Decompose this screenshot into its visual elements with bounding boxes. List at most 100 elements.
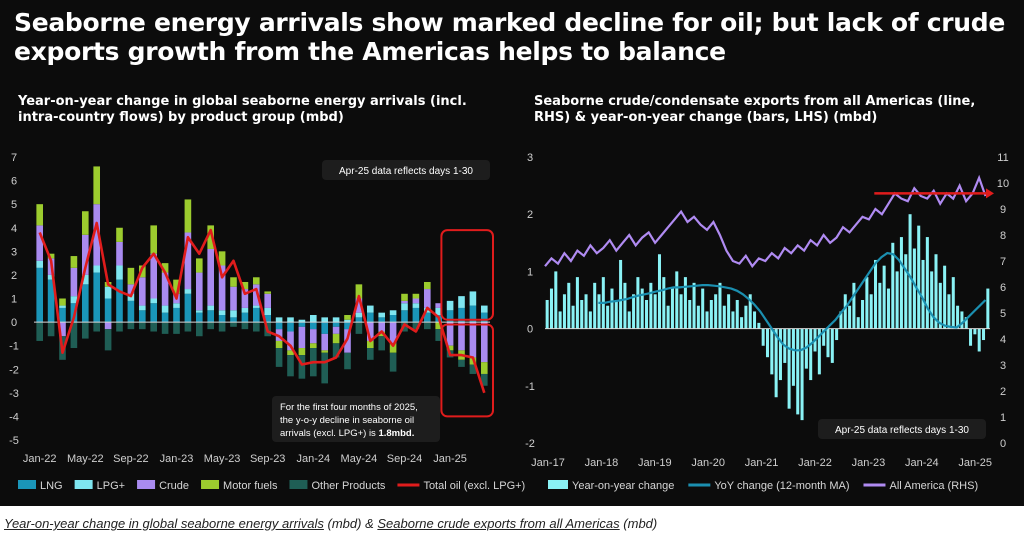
right-bar-yoy [878,282,882,329]
right-bar-yoy [731,311,735,329]
right-bar-yoy [679,294,683,329]
left-bar-motor [298,348,306,356]
left-bar-lng [195,312,203,323]
right-legend-label: YoY change (12-month MA) [714,480,849,492]
left-bar-motor [332,333,340,344]
right-bar-yoy [748,294,752,329]
left-bar-crude [480,322,488,363]
left-bar-other [321,352,329,384]
left-bar-other [230,322,237,327]
left-bar-other [36,322,44,341]
left-bar-lng [127,300,135,323]
left-legend-label: LNG [40,480,63,492]
left-bar-lng [264,315,272,323]
caption-unit-1: (mbd) & [323,516,378,531]
left-bar-lng [446,310,454,323]
left-bar-lpg [355,312,363,318]
right-bar-yoy [809,328,813,381]
right-bar-yoy [765,328,770,358]
right-bar-yoy [580,300,584,329]
left-total-oil-line [38,221,486,394]
left-bar-other [480,373,488,386]
right-legend-label: Year-on-year change [572,480,674,492]
left-bar-lng [423,312,431,323]
left-bar-crude [332,326,340,334]
right-x-tick-label: Jan-19 [638,457,672,469]
right-bar-yoy [869,294,873,329]
left-bar-motor [435,322,443,330]
right-bar-yoy [830,328,834,363]
right-bar-yoy [817,328,821,375]
right-bar-yoy [567,282,571,329]
right-bar-yoy [761,328,765,346]
right-bar-yoy [722,305,726,329]
left-bar-lpg [275,317,283,323]
left-bar-other [458,359,465,367]
left-bar-crude [150,253,158,299]
right-bar-yoy [982,328,986,341]
left-bar-other [355,322,363,334]
left-bar-motor [195,258,203,273]
left-bar-lng [412,307,420,323]
left-x-tick-label: May-22 [67,453,104,465]
right-bar-yoy [632,294,636,329]
right-y-right-tick-label: 5 [1000,308,1006,320]
right-bar-yoy [796,328,800,415]
right-y-left-tick-label: -1 [525,381,535,393]
left-bar-crude [138,277,146,306]
left-bar-lng [389,315,397,323]
left-y-tick-label: -1 [9,341,19,353]
right-y-right-tick-label: 8 [1000,230,1006,242]
left-bar-crude [321,333,329,351]
right-bar-yoy [610,288,614,329]
right-bar-yoy [882,265,886,329]
left-bar-lpg [344,319,351,323]
left-bar-lng [104,298,112,323]
left-bar-motor [161,263,169,273]
left-bar-motor [93,166,101,205]
left-x-tick-label: Sep-24 [387,453,422,465]
left-bar-lng [161,312,169,323]
right-bar-yoy [969,328,973,346]
left-bar-lpg [321,317,329,323]
right-bar-yoy [986,288,990,329]
right-x-tick-label: Jan-21 [745,457,779,469]
left-bar-motor [150,225,158,254]
right-bar-yoy [787,328,791,409]
left-annotation-top-box [322,160,490,180]
right-bar-yoy [852,282,856,329]
left-bar-motor [184,199,192,233]
caption-link-arrivals[interactable]: Year-on-year change in global seaborne e… [4,516,324,531]
left-annotation-note-bold: 1.8mbd. [378,428,414,439]
left-bar-lpg [458,296,465,308]
left-y-tick-label: 5 [11,199,17,211]
left-bar-other [298,355,306,379]
left-bar-crude [230,286,237,311]
left-bar-motor [230,277,237,287]
right-bar-yoy [558,311,562,329]
left-bar-other [252,322,260,332]
left-bar-lpg [230,310,237,318]
left-bar-motor [138,265,146,278]
left-bar-crude [378,322,386,332]
left-bar-lpg [93,265,101,273]
left-bar-crude [241,289,249,308]
left-bar-motor [70,256,78,268]
left-bar-motor [36,204,44,226]
left-bar-motor [116,227,123,242]
left-bar-lpg [480,305,488,313]
caption-link-americas[interactable]: Seaborne crude exports from all Americas [377,516,620,531]
left-bar-other [195,322,203,337]
right-bar-yoy [886,288,890,329]
left-annotation-note-line: For the first four months of 2025, [280,402,418,413]
left-legend-label: LPG+ [97,480,125,492]
left-bar-other [435,329,443,341]
left-bar-lng [93,272,101,323]
left-bar-crude [355,298,363,313]
right-bar-yoy [921,259,925,329]
left-bar-other [344,352,351,370]
left-bar-lng [321,322,329,334]
right-bar-yoy [856,317,860,329]
left-bar-other [93,322,101,332]
right-bar-yoy [951,277,955,329]
